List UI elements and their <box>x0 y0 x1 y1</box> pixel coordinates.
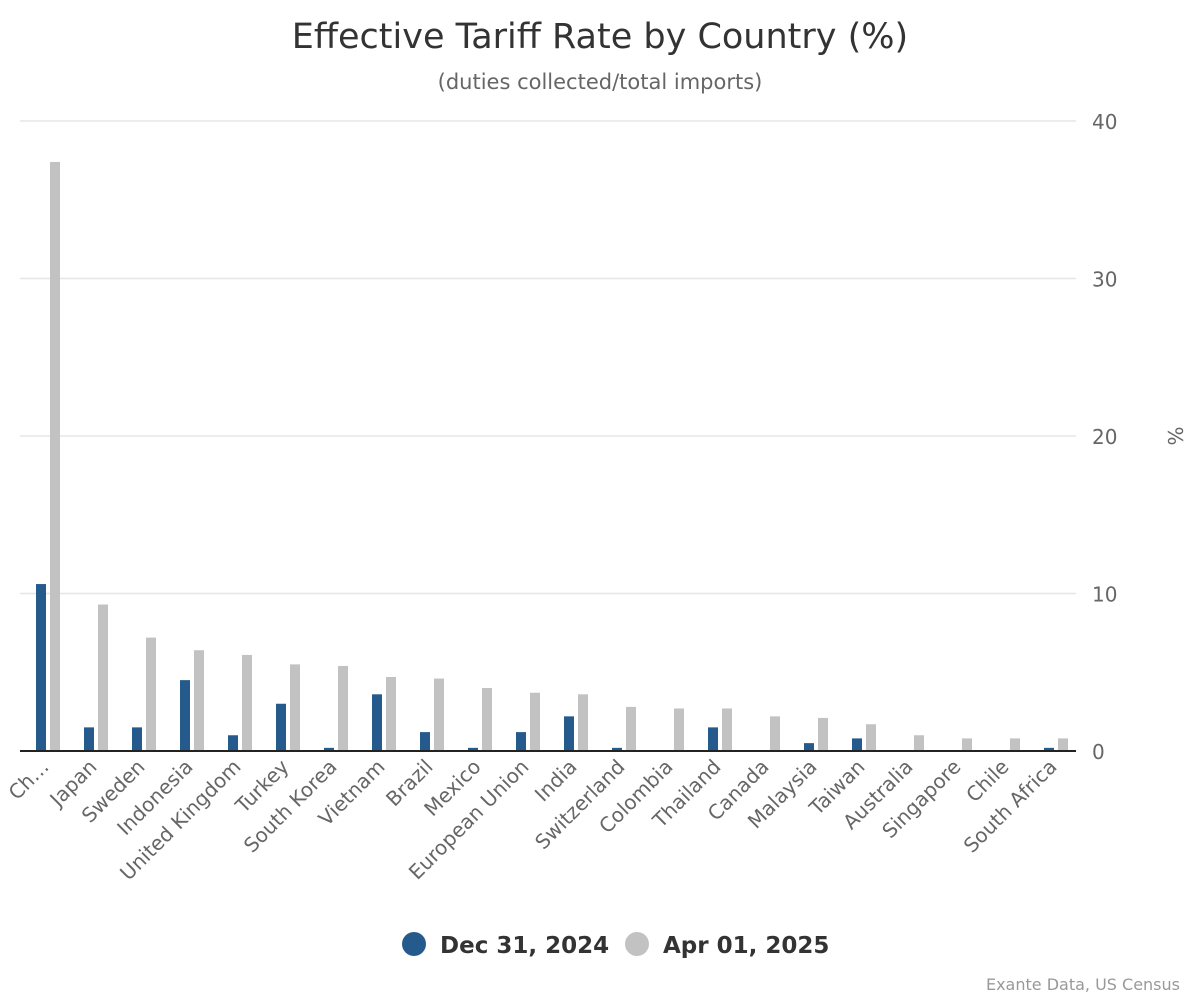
y-tick-label: 0 <box>1092 740 1105 764</box>
bar-apr-2025[interactable] <box>962 738 972 751</box>
bar-apr-2025[interactable] <box>914 735 924 751</box>
bar-dec-2024[interactable] <box>516 732 526 751</box>
bar-apr-2025[interactable] <box>50 161 60 751</box>
bar-apr-2025[interactable] <box>146 637 156 751</box>
bar-apr-2025[interactable] <box>1058 738 1068 751</box>
bar-dec-2024[interactable] <box>372 694 382 751</box>
bar-dec-2024[interactable] <box>852 738 862 751</box>
chart-credit[interactable]: Exante Data, US Census <box>986 975 1180 994</box>
y-tick-label: 40 <box>1092 110 1117 134</box>
bar-apr-2025[interactable] <box>866 724 876 751</box>
bar-dec-2024[interactable] <box>468 747 478 751</box>
bar-apr-2025[interactable] <box>194 650 204 751</box>
legend: Dec 31, 2024 Apr 01, 2025 <box>402 932 829 959</box>
bar-dec-2024[interactable] <box>276 703 286 751</box>
y-tick-label: 10 <box>1092 583 1117 607</box>
chart-title: Effective Tariff Rate by Country (%) <box>292 17 908 57</box>
bars <box>36 161 1068 751</box>
bar-dec-2024[interactable] <box>612 747 622 751</box>
bar-apr-2025[interactable] <box>626 706 636 751</box>
bar-dec-2024[interactable] <box>708 727 718 751</box>
bar-apr-2025[interactable] <box>578 694 588 751</box>
bar-dec-2024[interactable] <box>1044 747 1054 751</box>
bar-dec-2024[interactable] <box>36 584 46 751</box>
bar-apr-2025[interactable] <box>290 664 300 751</box>
y-axis-label: % <box>1163 426 1187 445</box>
legend-item-dec-2024[interactable]: Dec 31, 2024 <box>402 932 609 959</box>
bar-apr-2025[interactable] <box>530 692 540 751</box>
bar-apr-2025[interactable] <box>482 688 492 751</box>
bar-apr-2025[interactable] <box>386 676 396 751</box>
bar-dec-2024[interactable] <box>420 732 430 751</box>
legend-marker-dec-2024 <box>402 932 426 956</box>
bar-apr-2025[interactable] <box>818 717 828 751</box>
y-axis-ticks: 0 10 20 30 40 <box>1092 110 1117 764</box>
bar-dec-2024[interactable] <box>228 735 238 751</box>
chart-subtitle: (duties collected/total imports) <box>438 70 763 94</box>
bar-dec-2024[interactable] <box>324 747 334 751</box>
bar-apr-2025[interactable] <box>98 604 108 751</box>
bar-dec-2024[interactable] <box>564 716 574 751</box>
legend-marker-apr-2025 <box>625 932 649 956</box>
bar-dec-2024[interactable] <box>180 680 190 751</box>
x-tick-label: Ch… <box>4 755 54 805</box>
bar-apr-2025[interactable] <box>338 665 348 751</box>
legend-label-dec-2024: Dec 31, 2024 <box>440 933 609 959</box>
bar-dec-2024[interactable] <box>804 743 814 751</box>
bar-apr-2025[interactable] <box>434 678 444 751</box>
bar-dec-2024[interactable] <box>84 727 94 751</box>
y-tick-label: 30 <box>1092 268 1117 292</box>
legend-item-apr-2025[interactable]: Apr 01, 2025 <box>625 932 829 959</box>
bar-apr-2025[interactable] <box>770 716 780 751</box>
gridlines <box>20 120 1076 595</box>
bar-apr-2025[interactable] <box>674 708 684 751</box>
bar-apr-2025[interactable] <box>242 654 252 751</box>
bar-apr-2025[interactable] <box>1010 738 1020 751</box>
y-tick-label: 20 <box>1092 425 1117 449</box>
bar-apr-2025[interactable] <box>722 708 732 751</box>
bar-dec-2024[interactable] <box>132 727 142 751</box>
legend-label-apr-2025: Apr 01, 2025 <box>663 933 829 959</box>
